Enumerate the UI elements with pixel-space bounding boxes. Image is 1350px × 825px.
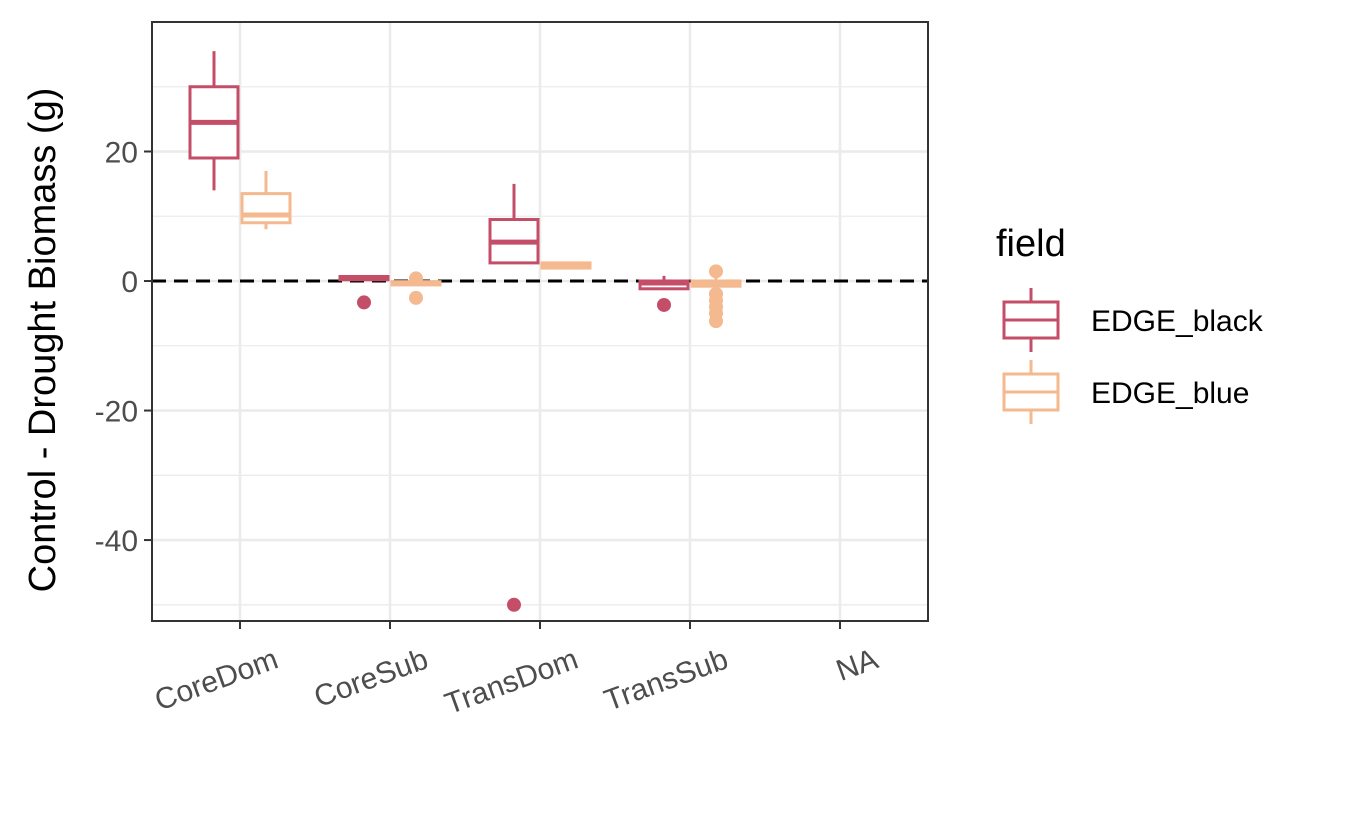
box-EDGE_blue-CoreSub (390, 271, 442, 305)
box-EDGE_black-TransDom (488, 183, 540, 612)
legend-title: field (996, 223, 1066, 265)
legend-item-EDGE_black: EDGE_black (1002, 288, 1264, 352)
x-tick-label: CoreDom (150, 643, 282, 718)
boxes (188, 51, 742, 612)
legend-item-EDGE_blue: EDGE_blue (1002, 360, 1249, 424)
grid-major (152, 22, 928, 621)
x-tick-label: TransDom (441, 643, 583, 722)
outlier-point (709, 264, 723, 279)
legend: field EDGE_black EDGE_blue (996, 223, 1264, 424)
y-axis-label: Control - Drought Biomass (g) (22, 88, 64, 593)
y-tick-label: 0 (121, 266, 138, 299)
outlier-point (409, 271, 423, 286)
y-tick-label: 20 (105, 137, 138, 170)
x-tick-label: TransSub (600, 643, 732, 718)
y-axis: -40 -20 0 20 (95, 137, 152, 558)
legend-label: EDGE_blue (1091, 377, 1249, 410)
box-EDGE_blue-TransDom (540, 261, 592, 270)
y-tick-label: -40 (95, 525, 138, 558)
box-EDGE_blue-CoreDom (240, 170, 292, 230)
box-EDGE_black-CoreDom (188, 51, 240, 191)
x-tick-label: CoreSub (310, 643, 433, 715)
legend-label: EDGE_black (1091, 305, 1264, 338)
x-axis: CoreDom CoreSub TransDom TransSub NA (150, 621, 882, 721)
x-tick-label: NA (832, 643, 882, 688)
outlier-point (409, 290, 423, 305)
box-EDGE_black-CoreSub (338, 274, 390, 310)
box-EDGE_black-TransSub (638, 275, 690, 312)
outlier-point (507, 597, 521, 612)
box-EDGE_blue-TransSub (690, 264, 742, 329)
outlier-point (357, 295, 371, 310)
outlier-point (709, 314, 723, 329)
y-tick-label: -20 (95, 396, 138, 429)
box-iqr (240, 192, 292, 225)
outlier-point (657, 297, 671, 312)
